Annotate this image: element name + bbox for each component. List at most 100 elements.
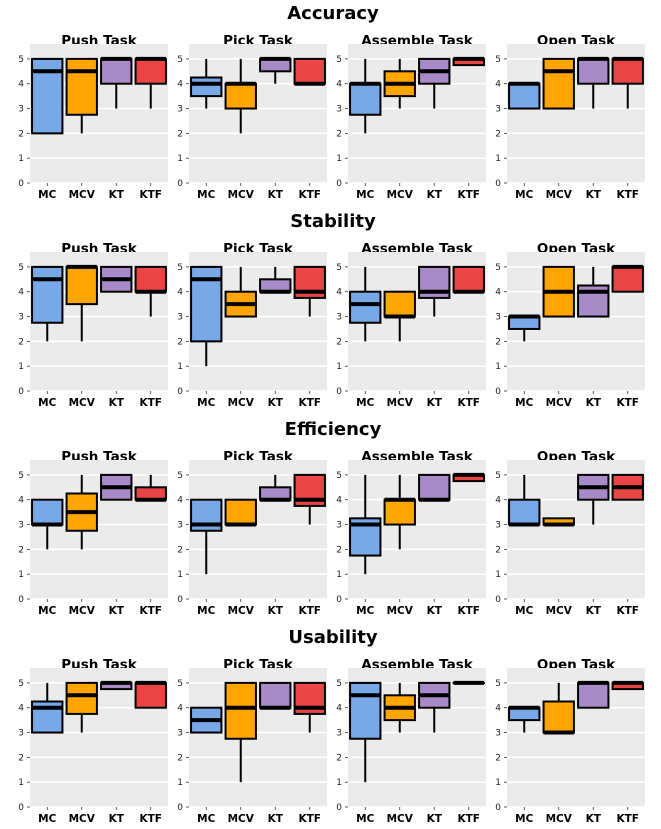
- x-tick-label: KTF: [140, 605, 162, 617]
- x-tick-label: MCV: [69, 189, 96, 201]
- y-tick-label: 3: [177, 729, 183, 739]
- x-tick-label: MCV: [546, 397, 573, 409]
- x-tick-label: MC: [197, 397, 215, 409]
- x-tick-label: KTF: [299, 189, 321, 201]
- y-tick-label: 4: [18, 80, 24, 90]
- box-mcv: MCV: [65, 264, 98, 409]
- y-tick-label: 3: [18, 105, 24, 115]
- y-tick-label: 2: [495, 129, 501, 139]
- y-tick-label: 5: [495, 55, 501, 65]
- box-mc: MC: [508, 314, 541, 409]
- box-mc: MC: [349, 58, 382, 201]
- box-mc: MC: [349, 681, 382, 825]
- y-tick-label: 3: [336, 313, 342, 323]
- y-tick-label: 0: [495, 179, 501, 189]
- y-tick-label: 4: [177, 704, 183, 714]
- x-tick-label: KT: [586, 605, 602, 617]
- box-ktf: KTF: [611, 264, 644, 409]
- box-ktf: KTF: [452, 56, 485, 201]
- box-iqr: [349, 290, 382, 324]
- x-tick-label: MC: [38, 189, 56, 201]
- x-tick-label: MCV: [228, 189, 255, 201]
- x-tick-label: KTF: [458, 813, 480, 825]
- y-tick-label: 1: [177, 570, 183, 580]
- box-kt: KT: [577, 680, 610, 825]
- box-iqr: [611, 57, 644, 85]
- y-tick-label: 2: [177, 129, 183, 139]
- y-tick-label: 1: [177, 154, 183, 164]
- y-tick-label: 3: [336, 105, 342, 115]
- y-tick-label: 2: [336, 129, 342, 139]
- box-iqr: [65, 57, 98, 116]
- y-tick-label: 5: [336, 679, 342, 689]
- y-tick-label: 0: [495, 595, 501, 605]
- x-tick-label: MC: [38, 397, 56, 409]
- box-mcv: MCV: [383, 290, 416, 409]
- y-tick-label: 5: [336, 55, 342, 65]
- y-tick-label: 4: [177, 496, 183, 506]
- y-tick-label: 0: [18, 179, 24, 189]
- box-kt: KT: [259, 56, 292, 201]
- y-tick-label: 4: [18, 288, 24, 298]
- y-tick-label: 3: [336, 729, 342, 739]
- y-tick-label: 3: [495, 729, 501, 739]
- x-tick-label: MC: [38, 813, 56, 825]
- box-iqr: [349, 681, 382, 740]
- y-tick-label: 3: [18, 313, 24, 323]
- box-kt: KT: [259, 681, 292, 825]
- y-tick-label: 5: [495, 263, 501, 273]
- y-tick-label: 3: [177, 313, 183, 323]
- y-tick-label: 1: [336, 570, 342, 580]
- box-ktf: KTF: [452, 472, 485, 617]
- x-tick-label: MCV: [546, 605, 573, 617]
- box-iqr: [31, 498, 64, 526]
- box-ktf: KTF: [134, 56, 167, 201]
- box-kt: KT: [577, 266, 610, 409]
- y-tick-label: 2: [18, 545, 24, 555]
- y-tick-label: 3: [177, 105, 183, 115]
- y-tick-label: 4: [177, 80, 183, 90]
- box-iqr: [611, 265, 644, 293]
- box-mc: MC: [31, 57, 64, 201]
- box-iqr: [542, 700, 575, 734]
- box-kt: KT: [100, 680, 133, 825]
- y-tick-label: 4: [495, 704, 501, 714]
- x-tick-label: KT: [427, 605, 443, 617]
- y-tick-label: 0: [177, 387, 183, 397]
- box-kt: KT: [418, 473, 451, 617]
- x-tick-label: MC: [197, 189, 215, 201]
- y-tick-label: 5: [495, 471, 501, 481]
- y-tick-label: 1: [495, 154, 501, 164]
- x-tick-label: KTF: [617, 189, 639, 201]
- x-tick-label: KT: [268, 605, 284, 617]
- x-tick-label: MCV: [69, 397, 96, 409]
- box-ktf: KTF: [134, 680, 167, 825]
- box-mcv: MCV: [65, 57, 98, 201]
- y-tick-label: 2: [495, 545, 501, 555]
- box-iqr: [224, 82, 257, 110]
- x-tick-label: KT: [586, 189, 602, 201]
- x-tick-label: KTF: [458, 605, 480, 617]
- y-tick-label: 2: [18, 129, 24, 139]
- y-tick-label: 2: [18, 337, 24, 347]
- box-kt: KT: [100, 56, 133, 201]
- y-tick-label: 2: [18, 753, 24, 763]
- box-mc: MC: [349, 266, 382, 409]
- y-tick-label: 0: [18, 803, 24, 813]
- y-tick-label: 3: [495, 105, 501, 115]
- x-tick-label: KTF: [458, 189, 480, 201]
- box-ktf: KTF: [293, 473, 326, 617]
